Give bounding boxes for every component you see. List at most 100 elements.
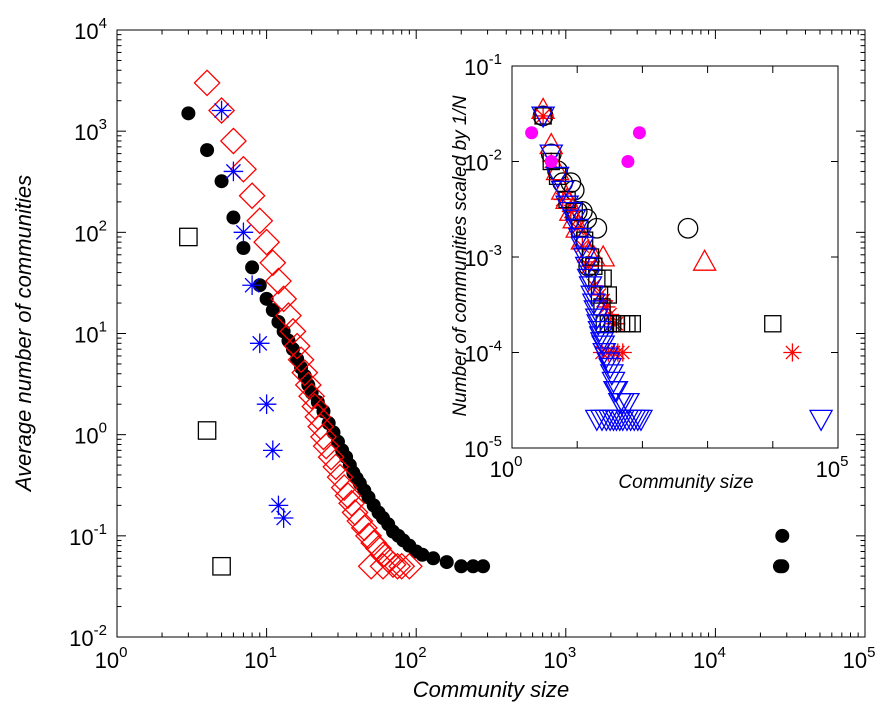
main-point	[223, 161, 244, 182]
inset-point	[597, 357, 623, 380]
main-point	[197, 421, 217, 440]
main-y-tick-label: 10-1	[69, 521, 107, 550]
main-point	[379, 551, 407, 579]
inset-point	[544, 155, 558, 168]
main-point	[388, 552, 416, 580]
main-x-tick-label: 101	[244, 644, 277, 673]
inset-y-tick-label: 10-4	[464, 338, 502, 367]
main-point	[287, 346, 315, 374]
main-point	[357, 552, 385, 580]
main-y-tick-label: 10-2	[69, 622, 107, 651]
main-y-tick-label: 100	[74, 420, 107, 449]
main-point	[273, 508, 294, 528]
main-point	[369, 552, 397, 580]
inset-x-tick-label: 105	[816, 453, 849, 482]
main-point	[181, 106, 196, 121]
main-point	[775, 559, 790, 574]
main-point	[253, 228, 281, 256]
inset-point	[628, 409, 654, 432]
main-point	[249, 333, 270, 354]
inset-series-filled-circle	[525, 126, 646, 168]
main-point	[179, 227, 198, 247]
main-point	[294, 371, 322, 399]
inset-y-tick-label: 10-5	[464, 433, 502, 462]
inset-point	[565, 218, 590, 241]
inset-point	[558, 201, 584, 224]
inset-point	[567, 228, 593, 250]
main-y-axis-title: Average number of communities	[11, 175, 36, 493]
inset-x-tick-label: 100	[490, 453, 523, 482]
inset-point	[581, 293, 606, 316]
main-point	[354, 522, 383, 550]
main-x-tick-label: 102	[394, 644, 427, 673]
inset-point	[578, 276, 603, 299]
inset-point	[579, 257, 598, 276]
main-point	[265, 303, 280, 318]
inset-point	[613, 343, 632, 362]
main-point	[233, 222, 254, 243]
inset-point	[596, 352, 621, 375]
main-series-filled-circle	[181, 106, 790, 574]
main-series-asterisk	[211, 100, 294, 528]
main-point	[242, 275, 262, 296]
main-y-tick-label: 103	[74, 116, 107, 145]
main-point	[262, 440, 283, 461]
inset-point	[764, 315, 782, 333]
main-point	[317, 443, 345, 471]
main-point	[229, 155, 257, 183]
inset-point	[542, 152, 560, 171]
main-ticks	[116, 29, 866, 638]
inset-series-open-down-triangle	[530, 106, 834, 432]
main-point	[264, 267, 292, 295]
inset-point	[604, 381, 629, 403]
main-point	[256, 394, 277, 415]
inset-point	[534, 107, 552, 125]
main-x-axis-title: Community size	[413, 677, 569, 702]
main-y-tick-label: 101	[74, 319, 107, 348]
main-point	[245, 260, 260, 275]
main-point	[346, 507, 374, 535]
inset-point	[597, 297, 616, 317]
main-x-tick-label: 103	[543, 644, 576, 673]
main-point	[322, 453, 350, 481]
main-point	[211, 100, 232, 121]
inset-point	[574, 256, 599, 279]
inset-point	[561, 202, 580, 221]
main-point	[279, 317, 307, 345]
main-point	[219, 127, 247, 155]
main-point	[775, 528, 790, 543]
inset-point	[586, 314, 611, 337]
inset-point	[562, 209, 587, 232]
inset-point	[590, 285, 609, 305]
inset-point	[539, 144, 564, 167]
inset-point	[573, 237, 592, 256]
inset-point	[570, 236, 595, 259]
main-point	[259, 291, 274, 306]
inset-point	[587, 321, 612, 343]
main-series-open-diamond	[193, 69, 423, 580]
inset-point	[632, 126, 646, 140]
inset-point	[580, 285, 605, 308]
inset-point	[525, 126, 539, 140]
inset-x-axis-title: Community size	[618, 472, 753, 493]
inset-y-axis-title: Number of communities scaled by 1/N	[450, 95, 471, 416]
inset-y-tick-label: 10-2	[464, 147, 502, 176]
main-point	[246, 207, 274, 235]
main-point	[415, 547, 430, 562]
main-point	[270, 285, 298, 313]
inset-point	[572, 247, 597, 270]
main-point	[334, 482, 362, 510]
main-point	[466, 559, 481, 574]
main-point	[200, 143, 215, 158]
inset-plot: 100 105 10-5 10-4 10-3 10-2 10-1 Community size…	[450, 51, 848, 493]
main-x-tick-label: 104	[693, 644, 726, 673]
main-x-tick-label: 105	[843, 644, 876, 673]
main-point	[214, 174, 229, 189]
inset-point	[621, 155, 635, 168]
inset-point	[588, 326, 613, 349]
main-series-open-square	[179, 227, 231, 576]
main-point	[395, 552, 423, 580]
inset-point	[599, 286, 618, 304]
inset-point	[601, 371, 626, 394]
main-plot-frame	[116, 29, 866, 638]
